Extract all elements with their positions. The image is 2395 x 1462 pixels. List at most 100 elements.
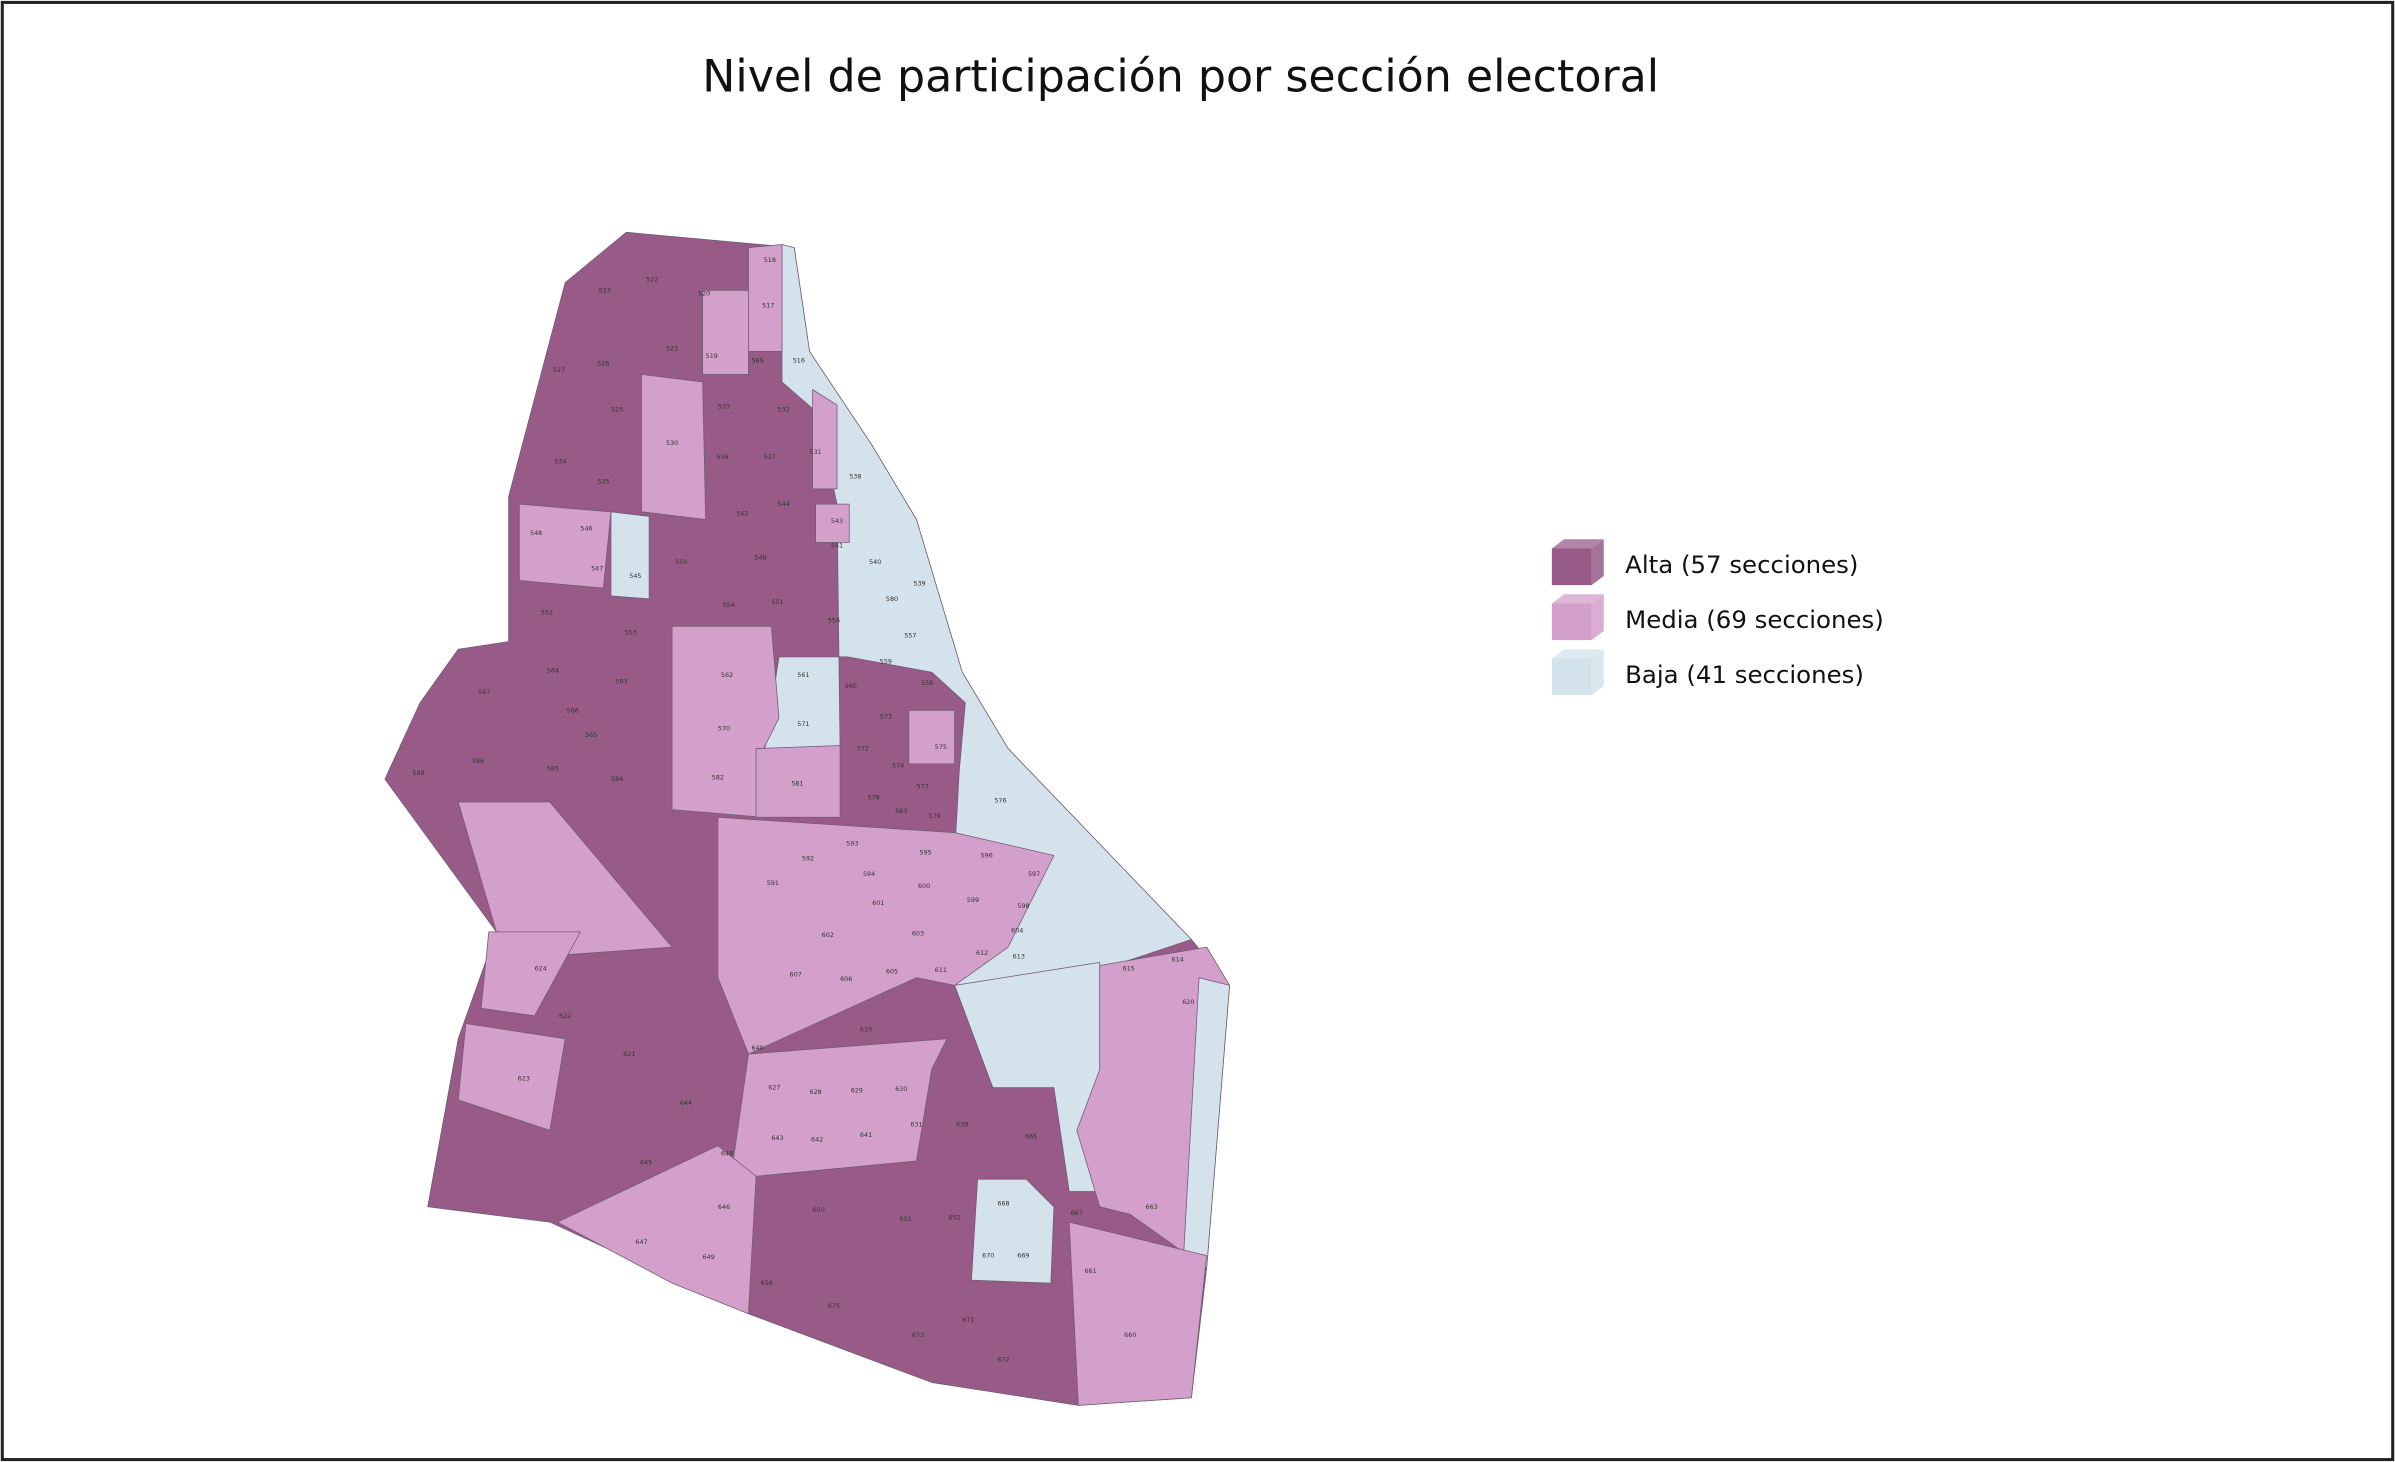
section-label: 553 xyxy=(625,628,637,636)
section-label: 530 xyxy=(666,439,678,447)
section-label: 624 xyxy=(535,965,547,973)
region xyxy=(1068,1221,1208,1406)
section-label: 569 xyxy=(412,769,424,777)
section-label: 586 xyxy=(472,757,484,765)
section-label: 542 xyxy=(736,509,748,517)
section-label: 534 xyxy=(554,457,566,465)
section-label: 669 xyxy=(1017,1252,1029,1260)
section-label: 531 xyxy=(810,448,822,456)
section-label: 548 xyxy=(530,529,542,537)
section-label: 612 xyxy=(976,949,988,957)
section-label: 650 xyxy=(813,1206,825,1214)
section-label: 541 xyxy=(831,541,843,549)
section-label: 645 xyxy=(640,1158,652,1166)
section-label: 602 xyxy=(822,931,834,939)
region xyxy=(908,709,956,765)
section-label: 533 xyxy=(718,402,730,410)
section-label: 552 xyxy=(541,609,553,617)
section-label: 585 xyxy=(547,764,559,772)
legend-label: Media (69 secciones) xyxy=(1625,605,1884,634)
section-label: 580 xyxy=(886,595,898,603)
section-label: 554 xyxy=(722,601,734,609)
section-label: 535 xyxy=(597,477,609,485)
region xyxy=(815,503,850,543)
section-label: 532 xyxy=(777,405,789,413)
section-label: 551 xyxy=(771,598,783,606)
legend-swatch xyxy=(1551,658,1592,696)
section-label: 557 xyxy=(904,632,916,640)
region xyxy=(954,962,1101,1192)
legend-label: Baja (41 secciones) xyxy=(1625,660,1864,689)
section-label: 543 xyxy=(831,517,843,525)
section-label: 652 xyxy=(949,1213,961,1221)
region xyxy=(1076,946,1230,1253)
section-label: 519 xyxy=(706,352,718,360)
section-label: 537 xyxy=(764,453,776,461)
region xyxy=(748,244,783,352)
section-label: 578 xyxy=(868,793,880,801)
section-label: 574 xyxy=(892,761,904,769)
section-label: 663 xyxy=(1146,1203,1158,1211)
section-label: 643 xyxy=(771,1134,783,1142)
region xyxy=(717,816,1055,1055)
section-label: 547 xyxy=(591,564,603,572)
section-label: 540 xyxy=(869,558,881,566)
section-labels: 522 523 520 518 517 519 521 589 516 527 526 525 533 5… xyxy=(412,256,1194,1364)
section-label: 525 xyxy=(611,405,623,413)
map-regions xyxy=(384,231,1230,1406)
section-label: 631 xyxy=(910,1120,922,1128)
region xyxy=(971,1178,1055,1284)
legend-swatch-side xyxy=(1591,594,1604,641)
section-label: 593 xyxy=(846,839,858,847)
section-label: 527 xyxy=(553,366,565,374)
region xyxy=(812,389,838,490)
section-label: 649 xyxy=(703,1253,715,1261)
section-label: 641 xyxy=(860,1131,872,1139)
section-label: 592 xyxy=(802,855,814,863)
section-label: 604 xyxy=(1011,926,1023,934)
legend-swatch xyxy=(1551,548,1592,586)
section-label: 621 xyxy=(623,1050,635,1058)
section-label: 648 xyxy=(721,1149,733,1157)
section-label: 611 xyxy=(935,966,947,974)
section-label: 665 xyxy=(1025,1133,1037,1141)
section-label: 598 xyxy=(1017,902,1029,910)
section-label: 661 xyxy=(1084,1267,1096,1275)
section-label: 538 xyxy=(849,473,861,481)
section-label: 603 xyxy=(912,929,924,937)
section-label: 521 xyxy=(666,344,678,352)
section-label: 594 xyxy=(863,870,875,878)
section-label: 647 xyxy=(635,1238,647,1246)
section-label: 644 xyxy=(680,1099,692,1107)
section-label: 579 xyxy=(929,812,941,820)
section-label: 599 xyxy=(967,896,979,904)
section-label: 660 xyxy=(1124,1331,1136,1339)
section-label: 667 xyxy=(1071,1209,1083,1217)
region xyxy=(480,931,581,1017)
section-label: 536 xyxy=(716,453,728,461)
section-label: 549 xyxy=(755,554,767,562)
section-label: 564 xyxy=(547,667,559,675)
section-label: 628 xyxy=(810,1088,822,1096)
section-label: 520 xyxy=(698,289,710,297)
section-label: 546 xyxy=(580,525,592,533)
region xyxy=(702,289,749,375)
section-label: 583 xyxy=(895,807,907,815)
section-label: 522 xyxy=(646,276,658,284)
section-label: 545 xyxy=(629,572,641,580)
section-label: 561 xyxy=(797,671,809,679)
section-label: 572 xyxy=(857,745,869,753)
section-label: 556 xyxy=(828,616,840,624)
section-label: 656 xyxy=(761,1279,773,1287)
section-label: 544 xyxy=(777,500,789,508)
region xyxy=(457,801,673,956)
section-label: 601 xyxy=(872,899,884,907)
section-label: 523 xyxy=(599,286,611,294)
section-label: 610 xyxy=(860,1026,872,1034)
legend-swatch-top xyxy=(1551,594,1604,604)
section-label: 613 xyxy=(1013,952,1025,960)
section-label: 516 xyxy=(793,357,805,365)
section-label: 517 xyxy=(762,302,774,310)
